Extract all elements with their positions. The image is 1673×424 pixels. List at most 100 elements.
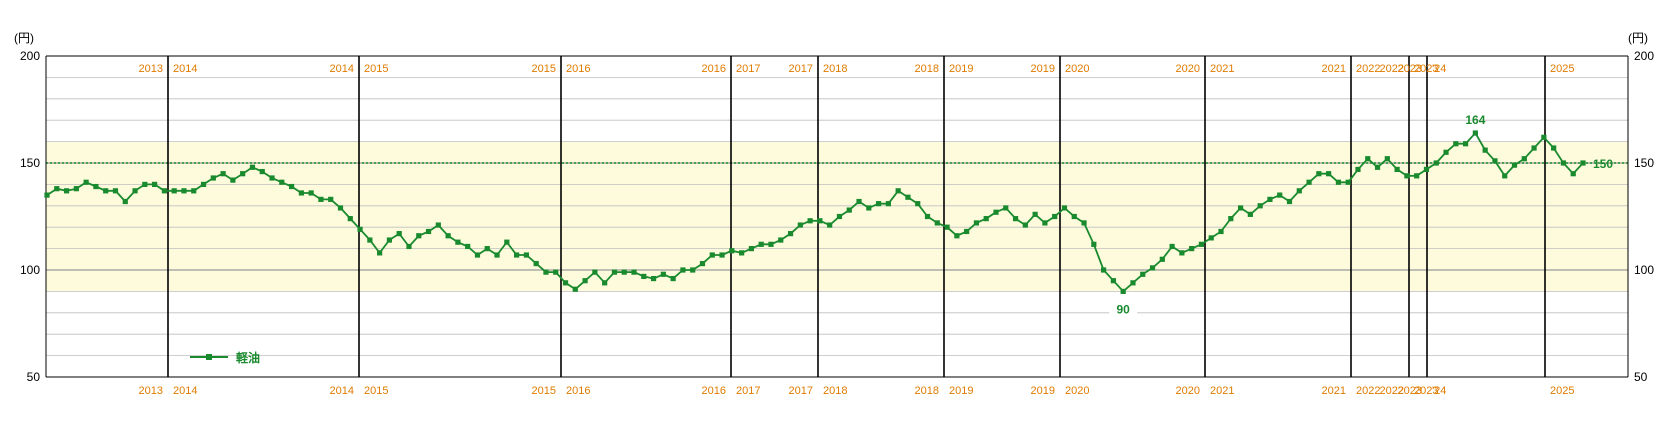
series-point [1433, 160, 1439, 166]
series-point [1492, 158, 1498, 164]
year-label-top-right: 2022 [1356, 63, 1380, 75]
min-label-background [1109, 300, 1138, 317]
series-point [729, 248, 735, 254]
series-point [474, 252, 481, 258]
y-tick-label-right: 150 [1634, 156, 1654, 170]
series-point [1237, 205, 1244, 211]
series-point [73, 186, 79, 192]
series-point [1374, 164, 1381, 170]
series-point [621, 269, 627, 275]
series-point [1326, 171, 1332, 177]
series-point [592, 269, 598, 275]
y-tick-label-left: 50 [27, 370, 41, 384]
y-tick-label-right: 100 [1634, 263, 1654, 277]
series-point [377, 250, 383, 256]
series-point [63, 188, 70, 194]
series-point [523, 252, 529, 258]
series-layer [44, 130, 1586, 294]
series-point [1355, 166, 1361, 173]
year-label-bottom-left: 2016 [702, 385, 726, 397]
series-point [964, 228, 970, 235]
series-point [660, 271, 666, 277]
year-label-top-right: 2025 [1550, 63, 1574, 75]
series-point [1502, 173, 1508, 179]
series-point [1130, 280, 1136, 286]
series-point [288, 183, 295, 190]
series-point [112, 188, 119, 194]
year-label-top-right: 2014 [173, 63, 197, 75]
year-label-bottom-left: 2022 [1380, 385, 1404, 397]
series-point [1149, 265, 1156, 271]
series-point [416, 233, 422, 239]
year-label-top-right: 2021 [1210, 63, 1234, 75]
series-point [1042, 220, 1048, 226]
series-point [1277, 192, 1283, 198]
series-point [1159, 256, 1165, 262]
y-tick-label-left: 150 [20, 156, 40, 170]
series-point [1257, 203, 1263, 209]
series-point [787, 231, 794, 237]
series-point [367, 237, 373, 243]
right-unit-label: (円) [1628, 31, 1648, 45]
y-tick-label-right: 200 [1634, 49, 1654, 63]
series-point [1179, 250, 1185, 256]
series-point [973, 220, 980, 226]
series-point [1521, 156, 1527, 162]
series-point [1110, 278, 1116, 284]
series-point [1101, 267, 1107, 273]
year-label-top-right: 2017 [736, 63, 760, 75]
y-tick-label-left: 100 [20, 263, 40, 277]
series-point [1443, 149, 1449, 155]
series-point [602, 280, 608, 286]
max-value-label: 164 [1465, 113, 1485, 127]
year-label-top-left: 2020 [1176, 63, 1200, 75]
series-point [680, 267, 686, 273]
series-point [445, 233, 451, 239]
year-label-top-right: 2019 [949, 63, 973, 75]
series-point [895, 188, 901, 194]
series-point [934, 220, 940, 226]
series-point [954, 233, 960, 239]
series-point [1306, 179, 1312, 185]
series-point [533, 260, 539, 267]
series-point [465, 243, 471, 250]
series-point [93, 183, 99, 190]
series-point [230, 177, 236, 183]
series-point [1365, 156, 1371, 162]
series-point [611, 269, 618, 275]
year-label-bottom-left: 2014 [330, 385, 354, 397]
series-point [875, 201, 882, 207]
series-point [1462, 141, 1469, 147]
y-tick-label-right: 50 [1634, 370, 1648, 384]
series-point [924, 213, 931, 220]
series-point [357, 226, 363, 232]
series-point [1052, 213, 1058, 220]
year-label-top-left: 2016 [702, 63, 726, 75]
year-label-bottom-right: 2017 [736, 385, 760, 397]
series-point [298, 190, 304, 196]
series-point [259, 168, 265, 175]
series-point [1423, 166, 1430, 173]
year-label-layer: 2013 2014 2013 2014 2014 2015 2014 2015 2015 2016… [139, 63, 1575, 397]
year-label-bottom-right: 2016 [566, 385, 590, 397]
series-point [553, 269, 559, 275]
series-point [846, 207, 852, 213]
annotation-layer: 164 90 150 [1109, 113, 1613, 317]
series-point [582, 278, 588, 284]
series-point [1081, 220, 1087, 226]
series-point [866, 205, 872, 211]
series-point [386, 237, 393, 243]
series-point [435, 222, 441, 228]
series-point [1296, 188, 1302, 194]
legend: 軽油 [190, 350, 260, 365]
series-point [396, 231, 402, 237]
year-label-top-right: 2020 [1065, 63, 1089, 75]
series-point [494, 252, 500, 258]
series-point [641, 273, 647, 280]
series-point [1472, 130, 1478, 136]
end-value-label: 150 [1593, 157, 1613, 171]
series-point [748, 246, 755, 252]
series-point [690, 267, 696, 273]
year-label-top-left: 2018 [915, 63, 939, 75]
